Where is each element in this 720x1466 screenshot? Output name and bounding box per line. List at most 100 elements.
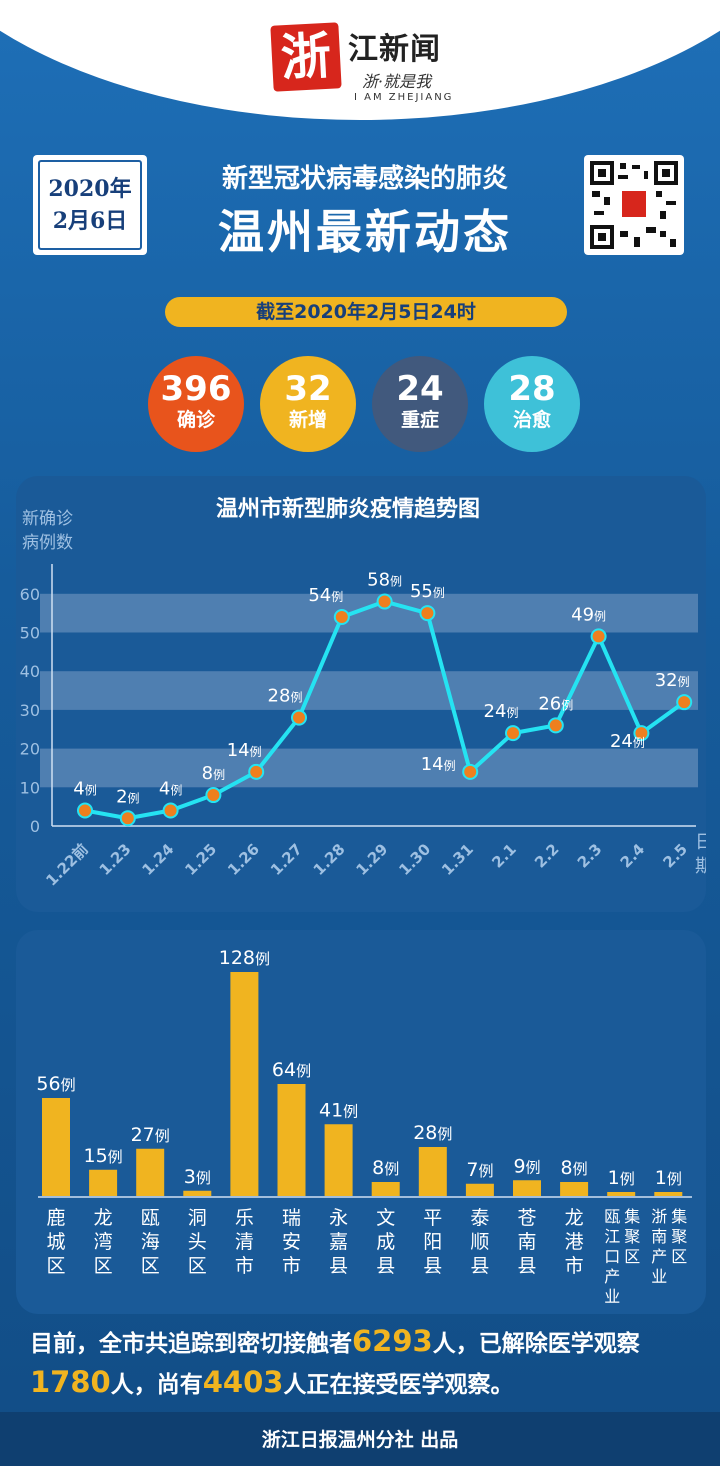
data-point bbox=[676, 694, 693, 711]
data-point bbox=[633, 725, 650, 742]
bar-value-label: 128例 bbox=[219, 947, 270, 969]
category-label-char: 南 bbox=[517, 1231, 536, 1253]
brand-seal: 浙 bbox=[270, 22, 342, 92]
data-point bbox=[547, 717, 564, 734]
x-axis-label-char: 期 bbox=[695, 856, 706, 877]
district-bar bbox=[418, 1147, 447, 1196]
category-label-char: 南 bbox=[651, 1227, 667, 1246]
summary-released: 1780 bbox=[30, 1365, 111, 1399]
data-point bbox=[590, 628, 607, 645]
qr-code-icon bbox=[590, 161, 678, 249]
chart-title: 温州市新型肺炎疫情趋势图 bbox=[216, 496, 480, 522]
data-label: 2例 bbox=[116, 786, 139, 807]
data-label: 4例 bbox=[159, 779, 182, 800]
category-label-char: 市 bbox=[565, 1255, 584, 1277]
category-label-char: 区 bbox=[671, 1247, 687, 1266]
summary-part-4: 人正在接受医学观察。 bbox=[283, 1372, 514, 1398]
category-label-char: 瑞 bbox=[282, 1207, 301, 1229]
summary-contacts: 6293 bbox=[352, 1324, 433, 1358]
district-bar bbox=[607, 1192, 636, 1196]
category-label-char: 苍 bbox=[517, 1207, 536, 1229]
bar-value-label: 3例 bbox=[184, 1166, 211, 1188]
category-label-char: 龙 bbox=[94, 1207, 113, 1229]
date-day: 2月6日 bbox=[52, 208, 128, 234]
data-point bbox=[419, 605, 436, 622]
x-tick-label: 1.28 bbox=[310, 840, 349, 879]
bar-value-label: 8例 bbox=[372, 1157, 399, 1179]
data-point bbox=[205, 787, 222, 804]
data-label: 14例 bbox=[421, 754, 456, 775]
data-label: 55例 bbox=[410, 581, 445, 602]
x-tick-label: 1.24 bbox=[139, 840, 178, 879]
x-tick-label: 2.3 bbox=[574, 840, 606, 872]
district-bar bbox=[183, 1190, 212, 1196]
x-tick-label: 2.1 bbox=[488, 840, 520, 872]
qr-code[interactable] bbox=[584, 155, 684, 255]
bar-value-label: 1例 bbox=[655, 1167, 682, 1189]
y-tick-label: 40 bbox=[20, 662, 40, 681]
data-point bbox=[333, 609, 350, 626]
brand-logo: 浙 江新闻 浙·就是我 I AM ZHEJIANG bbox=[270, 22, 472, 108]
stat-cured-label: 治愈 bbox=[512, 409, 551, 431]
district-bar bbox=[654, 1192, 683, 1196]
bar-value-label: 56例 bbox=[36, 1073, 75, 1095]
bar-value-label: 28例 bbox=[413, 1122, 452, 1144]
category-label-char: 区 bbox=[141, 1255, 160, 1277]
category-label-char: 区 bbox=[46, 1255, 65, 1277]
footer-credit: 浙江日报温州分社 出品 bbox=[0, 1412, 720, 1466]
category-label-char: 江 bbox=[604, 1227, 620, 1246]
category-label-char: 市 bbox=[235, 1255, 254, 1277]
data-label: 58例 bbox=[367, 570, 402, 591]
data-label: 14例 bbox=[227, 740, 262, 761]
stat-confirmed: 396 确诊 bbox=[148, 356, 244, 452]
category-label-char: 聚 bbox=[671, 1227, 687, 1246]
category-label-char: 平 bbox=[423, 1207, 442, 1229]
stat-new: 32 新增 bbox=[260, 356, 356, 452]
grid-band bbox=[40, 748, 698, 788]
category-label-char: 瓯 bbox=[141, 1207, 160, 1229]
summary-part-3: 人，尚有 bbox=[110, 1372, 203, 1398]
stat-severe-label: 重症 bbox=[400, 409, 439, 431]
category-label-char: 集 bbox=[624, 1207, 640, 1226]
data-label: 54例 bbox=[308, 585, 343, 606]
category-label-char: 嘉 bbox=[329, 1231, 348, 1253]
category-label-char: 业 bbox=[604, 1287, 620, 1306]
data-label: 32例 bbox=[655, 670, 690, 691]
category-label-char: 乐 bbox=[235, 1207, 254, 1229]
district-bar bbox=[277, 1084, 306, 1196]
category-label-char: 县 bbox=[470, 1255, 489, 1277]
bar-value-label: 15例 bbox=[83, 1145, 122, 1167]
y-tick-label: 50 bbox=[20, 624, 40, 643]
x-tick-label: 1.22前 bbox=[42, 840, 92, 890]
category-label-char: 区 bbox=[624, 1247, 640, 1266]
category-label-char: 港 bbox=[565, 1231, 584, 1253]
district-bar bbox=[230, 972, 259, 1196]
category-label-char: 阳 bbox=[423, 1231, 442, 1253]
category-label-char: 聚 bbox=[624, 1227, 640, 1246]
date-year: 2020年 bbox=[48, 176, 132, 202]
category-label-char: 区 bbox=[188, 1255, 207, 1277]
stat-new-label: 新增 bbox=[288, 409, 327, 431]
stat-cured: 28 治愈 bbox=[484, 356, 580, 452]
category-label-char: 洞 bbox=[188, 1207, 207, 1229]
category-label-char: 县 bbox=[517, 1255, 536, 1277]
district-bar bbox=[371, 1182, 400, 1196]
deadline-banner: 截至2020年2月5日24时 bbox=[165, 297, 567, 327]
bar-value-label: 8例 bbox=[561, 1157, 588, 1179]
category-label-char: 县 bbox=[376, 1255, 395, 1277]
x-tick-label: 1.26 bbox=[224, 840, 263, 879]
data-point bbox=[248, 763, 265, 780]
category-label-char: 瓯 bbox=[604, 1207, 620, 1226]
category-label-char: 成 bbox=[376, 1231, 395, 1253]
district-bar bbox=[324, 1124, 353, 1196]
category-label-char: 安 bbox=[282, 1231, 301, 1253]
stat-confirmed-label: 确诊 bbox=[176, 409, 215, 431]
data-point bbox=[162, 802, 179, 819]
bar-value-label: 64例 bbox=[272, 1059, 311, 1081]
data-point bbox=[505, 725, 521, 742]
x-tick-label: 2.4 bbox=[617, 840, 649, 872]
data-point bbox=[77, 802, 93, 819]
district-bar bbox=[560, 1182, 589, 1196]
x-tick-label: 2.2 bbox=[531, 840, 563, 872]
